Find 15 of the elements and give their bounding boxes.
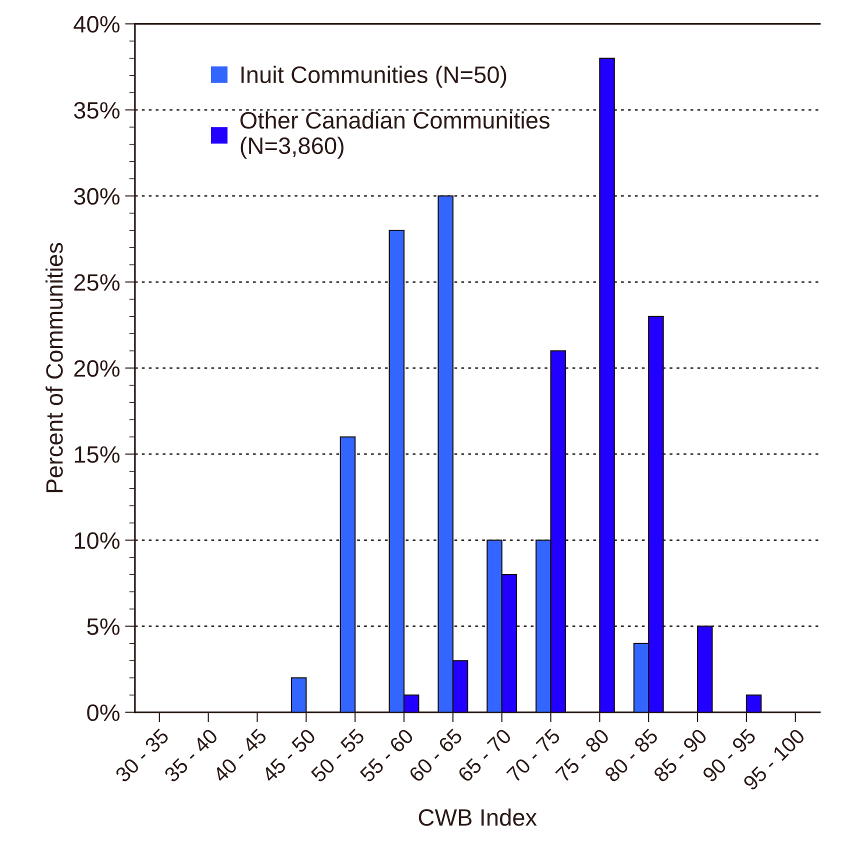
x-axis-title: CWB Index — [418, 808, 537, 826]
y-tick-label: 30% — [74, 188, 120, 205]
y-tick-label: 20% — [74, 360, 120, 377]
y-tick-label: 0% — [87, 704, 120, 722]
y-tick-label: 10% — [74, 532, 120, 549]
y-tick-label: 25% — [74, 274, 120, 291]
y-tick-label: 5% — [87, 618, 120, 636]
y-tick-label: 40% — [74, 16, 120, 33]
y-tick-label: 35% — [74, 102, 120, 119]
y-axis-title: Percent of Communities — [46, 242, 63, 492]
bar — [746, 694, 762, 712]
y-tick-label: 15% — [74, 446, 120, 463]
legend-label: Inuit Communities (N=50) — [241, 66, 506, 88]
bar — [290, 677, 307, 712]
legend-label: Other Canadian Communities (N=3,860) — [240, 111, 550, 159]
